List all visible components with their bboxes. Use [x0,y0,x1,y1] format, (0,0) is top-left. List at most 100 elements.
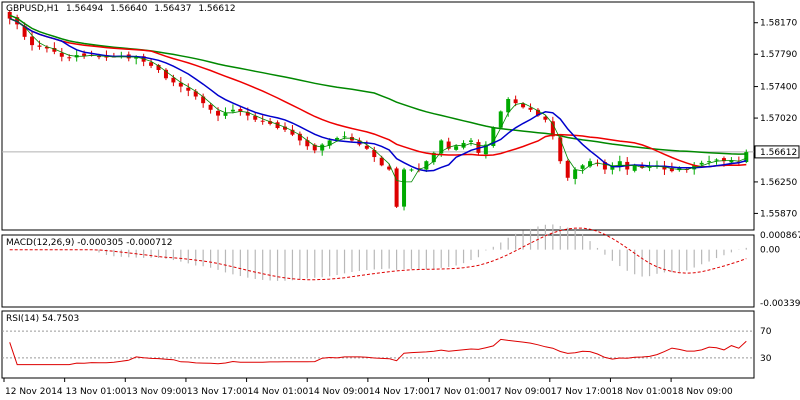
candle-body [82,53,87,56]
rsi-tick-label: 30 [760,354,772,364]
candle-body [662,165,667,170]
candle-body [528,107,533,110]
candle-body [59,52,64,57]
x-tick-label: 14 Nov 17:00 [369,387,430,397]
candle-body [506,99,511,113]
candle-body [283,126,287,130]
candle-body [67,57,72,59]
x-tick-label: 14 Nov 09:00 [308,387,369,397]
macd-tick-label: -0.00339 [760,299,800,309]
candle-body [640,165,645,168]
candle-body [208,104,213,110]
macd-tick-label: 0.000867 [760,231,800,241]
candle-body [402,169,407,207]
candle-body [364,145,369,149]
candle-body [268,121,273,124]
candle-body [721,158,726,162]
x-tick-label: 12 Nov 2014 [5,387,63,397]
ma-thin-line [9,18,747,183]
candle-body [335,137,340,140]
candle-body [37,45,42,47]
x-tick-label: 18 Nov 09:00 [672,387,733,397]
candle-body [320,144,325,151]
candle-body [550,121,555,137]
x-tick-label: 18 Nov 01:00 [611,387,672,397]
panel-frame-1 [1,234,755,308]
macd-title: MACD(12,26,9) -0.000305 -0.000712 [6,238,173,248]
macd-signal-line [9,227,747,281]
candle-body [178,82,183,87]
macd-tick-label: 0.00 [760,246,780,256]
candle-body [186,87,191,91]
candle-body [44,46,49,49]
candle-body [201,96,206,104]
candle-body [573,169,578,179]
price-tick-label: 1.58170 [760,19,797,29]
panel-frame-2 [1,310,755,379]
candle-body [744,152,749,163]
price-tick-label: 1.57790 [760,50,797,60]
candle-body [439,140,444,154]
candle-body [327,140,332,146]
candle-body [677,167,682,171]
candle-body [223,113,228,116]
candle-body [729,160,734,163]
candle-body [521,103,526,108]
candle-body [379,157,384,166]
price-tick-label: 1.55870 [760,209,797,219]
rsi-title: RSI(14) 54.7503 [6,314,80,324]
candle-body [446,141,451,149]
candle-body [312,144,317,151]
candle-body [305,140,310,147]
candle-body [543,116,548,120]
candle-body [558,137,563,162]
candle-body [669,168,674,172]
candle-body [602,162,607,170]
candle-body [171,77,176,83]
candle-body [297,133,302,141]
candle-body [149,62,154,66]
candle-body [193,91,198,97]
current-price-box [754,145,800,159]
price-tick-label: 1.56612 [760,148,797,158]
candle-body [230,109,235,112]
x-tick-label: 14 Nov 01:00 [248,387,309,397]
candle-body [565,160,570,178]
candle-body [245,112,250,116]
ohlc-close: 1.56612 [198,4,236,14]
candle-body [714,159,719,161]
candle-body [424,161,429,170]
panel-frame-0 [1,1,755,231]
candle-body [22,25,27,37]
ma-mid-line [9,17,747,168]
candle-body [491,128,496,147]
candle-body [163,69,168,79]
candle-body [52,48,57,52]
candle-body [699,162,704,165]
rsi-tick-label: 70 [760,327,772,337]
x-tick-label: 13 Nov 09:00 [126,387,187,397]
candle-body [498,111,503,128]
candle-body [349,137,354,141]
candle-body [431,152,436,163]
candle-body [409,169,414,171]
candle-body [394,168,399,207]
price-tick-label: 1.56250 [760,178,797,188]
candle-body [617,161,622,167]
candle-body [156,64,161,70]
ohlc-low: 1.56437 [154,4,192,14]
candle-body [483,144,488,155]
candle-body [535,109,540,116]
candle-body [632,165,637,171]
ma-slow-line [9,14,747,155]
candle-body [588,161,593,167]
candle-body [610,165,615,170]
rsi-line [9,338,747,366]
x-tick-label: 17 Nov 01:00 [430,387,491,397]
candle-body [372,150,377,158]
candle-body [647,166,652,168]
candle-body [134,56,139,59]
candle-body [342,136,347,138]
candle-body [275,122,280,129]
